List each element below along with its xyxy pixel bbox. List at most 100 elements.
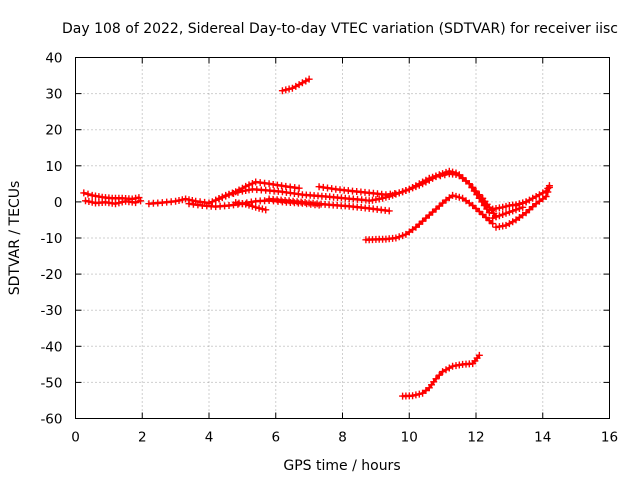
data-point [137, 197, 145, 205]
data-point [505, 208, 513, 216]
x-tick-label: 8 [338, 430, 347, 446]
data-point [445, 167, 453, 175]
data-point [432, 172, 440, 180]
data-point [442, 168, 450, 176]
data-point [469, 184, 477, 191]
data-point [409, 392, 417, 400]
data-point [242, 182, 250, 190]
series-arc10 [365, 174, 433, 205]
data-point [118, 198, 126, 206]
data-point [85, 198, 93, 205]
data-point [489, 214, 497, 222]
data-point [255, 204, 263, 212]
data-point [248, 180, 256, 187]
data-series [80, 75, 553, 400]
data-point [285, 85, 293, 93]
x-axis-label: GPS time / hours [283, 458, 400, 474]
data-point [379, 194, 387, 202]
series-arc11 [362, 191, 497, 244]
data-point [245, 181, 253, 189]
data-point [412, 391, 420, 399]
grid-lines [75, 57, 610, 419]
series-arc5 [212, 178, 303, 204]
data-point [375, 195, 383, 203]
data-point [415, 390, 423, 398]
data-point [419, 217, 427, 225]
x-tick-label: 4 [205, 430, 214, 446]
y-tick-label: 40 [45, 51, 62, 67]
data-point [385, 193, 393, 200]
data-point [175, 197, 183, 204]
data-point [502, 209, 510, 217]
data-point [212, 196, 220, 204]
data-point [502, 202, 510, 210]
y-tick-label: -30 [40, 303, 62, 319]
data-point [382, 193, 390, 201]
data-point [208, 198, 216, 206]
data-point [262, 206, 270, 214]
data-point [112, 200, 119, 208]
data-point [402, 187, 410, 194]
y-tick-label: -60 [40, 412, 62, 428]
series-arc17 [512, 182, 553, 209]
data-point [449, 191, 457, 199]
data-point [395, 233, 403, 241]
data-point [475, 191, 483, 199]
data-point [472, 187, 480, 195]
data-point [278, 87, 286, 95]
data-point [519, 199, 527, 207]
data-point [389, 191, 397, 199]
y-tick-label: 20 [45, 123, 62, 139]
data-point [385, 207, 393, 215]
series-arc12 [399, 351, 483, 400]
data-point [392, 234, 400, 242]
data-point [84, 190, 92, 198]
data-point [509, 207, 517, 215]
y-tick-labels: -60 -50 -40 -30 -20 -10 0 10 20 30 40 [40, 51, 62, 428]
chart-title: Day 108 of 2022, Sidereal Day-to-day VTE… [62, 21, 618, 37]
x-tick-label: 14 [534, 430, 551, 446]
y-axis-label: SDTVAR / TECUs [7, 181, 23, 296]
data-point [435, 371, 443, 379]
data-point [432, 375, 440, 383]
series-arc2 [82, 197, 145, 208]
data-point [392, 190, 400, 198]
data-point [80, 189, 88, 197]
data-point [515, 200, 523, 208]
data-point [399, 188, 407, 196]
series-arc8 [278, 75, 313, 95]
data-point [429, 173, 437, 181]
data-point [425, 174, 433, 182]
data-point [449, 168, 457, 176]
data-point [252, 203, 260, 211]
data-point [399, 232, 407, 240]
data-point [215, 195, 223, 202]
data-point [452, 192, 460, 200]
y-tick-label: -40 [40, 339, 62, 355]
data-point [258, 205, 266, 213]
x-tick-label: 16 [601, 430, 618, 446]
x-tick-label: 0 [71, 430, 80, 446]
data-point [395, 189, 403, 197]
x-tick-labels: 0 2 4 6 8 10 12 14 16 [71, 430, 618, 446]
y-tick-label: 0 [54, 195, 63, 211]
x-tick-label: 6 [271, 430, 280, 446]
series-arc7 [265, 195, 393, 215]
data-point [499, 211, 507, 218]
data-point [439, 170, 447, 178]
data-point [222, 191, 230, 199]
data-point [218, 193, 226, 201]
series-arc9 [315, 170, 493, 217]
data-point [482, 214, 490, 221]
data-point [465, 180, 473, 188]
data-point [305, 75, 313, 83]
y-tick-label: 10 [45, 159, 62, 175]
data-point [115, 199, 123, 207]
data-point [455, 193, 463, 201]
data-point [545, 182, 553, 190]
data-point [435, 171, 443, 179]
y-tick-label: -20 [40, 267, 62, 283]
data-point [492, 213, 500, 221]
data-point [248, 202, 256, 210]
y-tick-label: 30 [45, 87, 62, 103]
